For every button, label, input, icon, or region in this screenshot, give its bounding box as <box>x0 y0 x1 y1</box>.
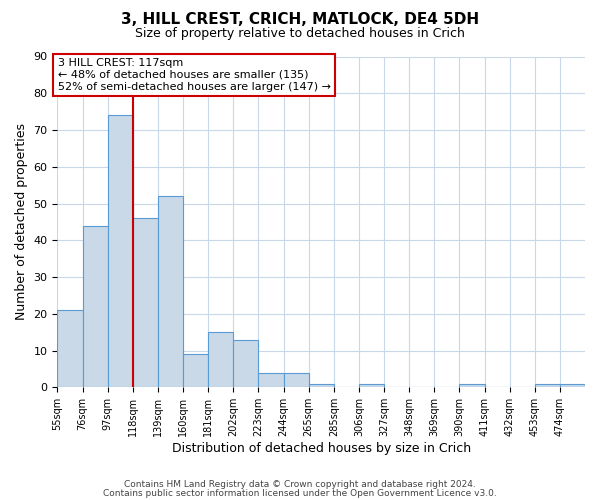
Text: Contains public sector information licensed under the Open Government Licence v3: Contains public sector information licen… <box>103 488 497 498</box>
Text: Contains HM Land Registry data © Crown copyright and database right 2024.: Contains HM Land Registry data © Crown c… <box>124 480 476 489</box>
Bar <box>259 372 284 388</box>
Bar <box>158 196 183 388</box>
Bar <box>133 218 158 388</box>
Bar <box>58 310 83 388</box>
Bar <box>460 384 485 388</box>
Bar <box>107 116 133 388</box>
Bar <box>560 384 585 388</box>
Bar <box>83 226 107 388</box>
Bar <box>208 332 233 388</box>
Text: 3 HILL CREST: 117sqm
← 48% of detached houses are smaller (135)
52% of semi-deta: 3 HILL CREST: 117sqm ← 48% of detached h… <box>58 58 331 92</box>
Bar <box>308 384 334 388</box>
Y-axis label: Number of detached properties: Number of detached properties <box>15 124 28 320</box>
Bar <box>183 354 208 388</box>
X-axis label: Distribution of detached houses by size in Crich: Distribution of detached houses by size … <box>172 442 471 455</box>
Text: 3, HILL CREST, CRICH, MATLOCK, DE4 5DH: 3, HILL CREST, CRICH, MATLOCK, DE4 5DH <box>121 12 479 28</box>
Bar <box>284 372 308 388</box>
Bar <box>359 384 384 388</box>
Bar <box>535 384 560 388</box>
Bar <box>233 340 259 388</box>
Text: Size of property relative to detached houses in Crich: Size of property relative to detached ho… <box>135 28 465 40</box>
